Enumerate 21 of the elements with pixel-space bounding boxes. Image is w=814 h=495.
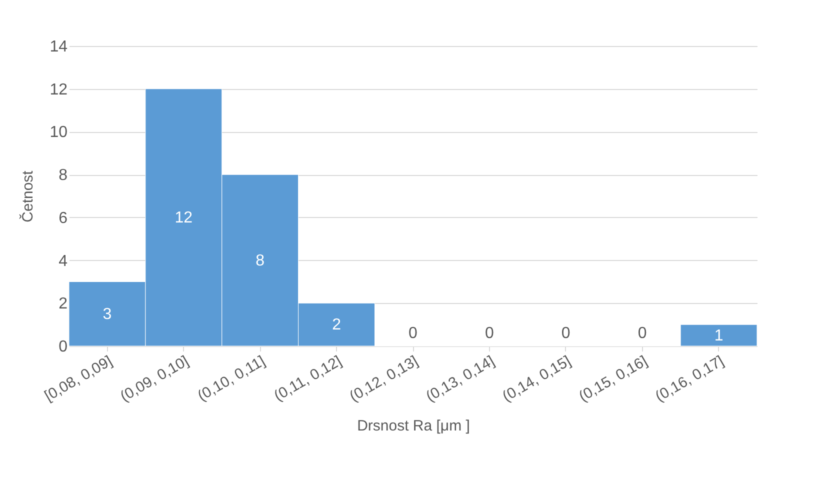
x-axis-title: Drsnost Ra [μm ]: [357, 417, 470, 434]
data-label: 3: [102, 306, 112, 323]
x-tick-label: (0,10, 0,11]: [194, 352, 268, 405]
data-label: 0: [561, 325, 570, 342]
data-label: 1: [714, 327, 724, 344]
y-tick-label: 14: [50, 38, 68, 56]
data-label: 2: [332, 316, 342, 334]
y-tick-label: 0: [58, 338, 68, 356]
data-label: 0: [484, 325, 494, 342]
y-tick-label: 6: [58, 210, 68, 227]
y-tick-label: 12: [50, 81, 68, 98]
data-label: 12: [174, 209, 193, 226]
data-label: 0: [408, 325, 418, 342]
y-tick-label: 2: [58, 296, 68, 313]
y-axis-title: Četnost: [18, 170, 37, 222]
x-tick-label: (0,11, 0,12]: [271, 352, 345, 405]
data-label: 0: [638, 325, 647, 342]
y-tick-label: 10: [50, 124, 68, 142]
data-label: 8: [256, 252, 265, 270]
y-tick-label: 8: [58, 167, 68, 184]
y-tick-label: 4: [58, 252, 68, 270]
